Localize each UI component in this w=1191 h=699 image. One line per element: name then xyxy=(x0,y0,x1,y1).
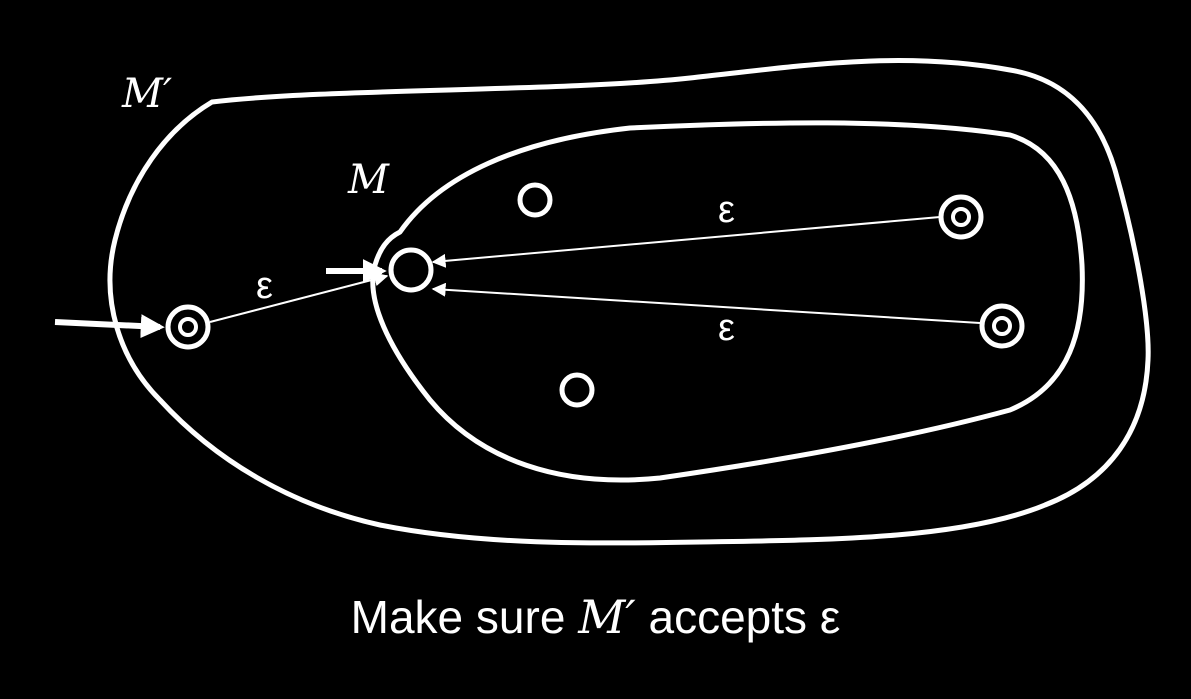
outer-machine-label: M′ xyxy=(121,71,172,117)
caption: Make sure M′ accepts ε xyxy=(0,590,1191,644)
state-bottom xyxy=(559,372,595,408)
original-start-state xyxy=(388,247,434,293)
caption-machine: M′ xyxy=(578,590,636,644)
epsilon-label-accept-top: ε xyxy=(718,189,735,231)
start-arrow-new xyxy=(54,314,165,339)
accept-state-bottom xyxy=(979,303,1025,349)
epsilon-transition-new-start xyxy=(209,272,389,323)
caption-prefix: Make sure xyxy=(350,591,579,643)
epsilon-label-accept-bottom: ε xyxy=(718,307,735,349)
outer-machine-boundary xyxy=(107,58,1151,546)
accept-state-top xyxy=(938,194,984,240)
epsilon-label-new-start: ε xyxy=(256,265,273,307)
caption-suffix: accepts ε xyxy=(635,591,841,643)
inner-machine-label: M xyxy=(347,157,390,203)
inner-machine-boundary xyxy=(370,120,1085,483)
epsilon-transition-accept-top xyxy=(431,216,941,268)
epsilon-transition-accept-bottom xyxy=(431,282,981,324)
new-start-state xyxy=(165,304,211,350)
state-top xyxy=(517,182,553,218)
